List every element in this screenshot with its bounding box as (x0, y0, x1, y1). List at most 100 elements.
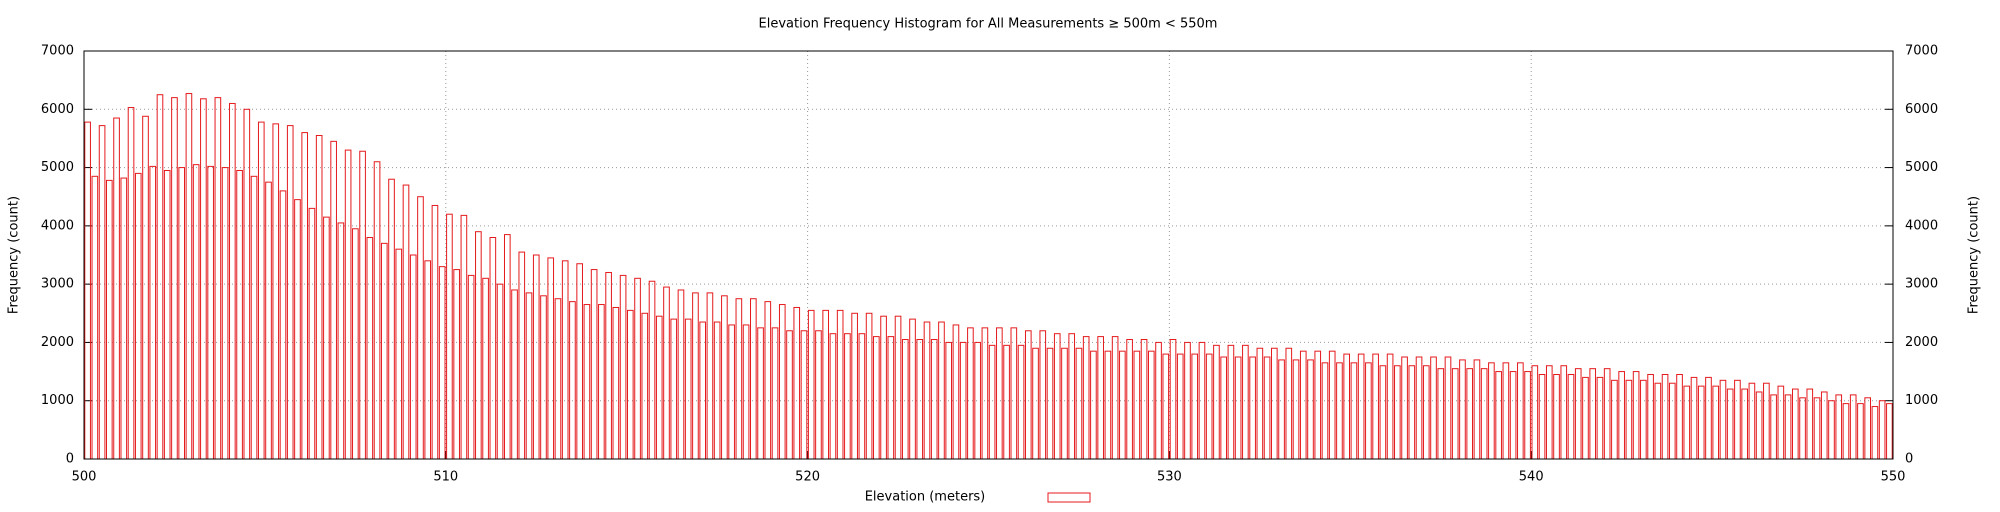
bar (1408, 365, 1416, 460)
bar (800, 330, 808, 460)
bar (1328, 350, 1336, 460)
y2-tick-label: 1000 (1905, 393, 1938, 408)
bar (901, 339, 909, 460)
x-tick-label: 500 (72, 470, 97, 485)
bar (815, 330, 822, 460)
bar (315, 135, 323, 460)
x-tick-label: 510 (433, 470, 458, 485)
bar (84, 121, 91, 460)
bar (1517, 362, 1524, 460)
bar (1857, 403, 1864, 460)
bar (583, 304, 591, 460)
bar (1538, 373, 1546, 460)
bar (1770, 394, 1777, 460)
bar (1799, 397, 1806, 460)
x-axis-label: Elevation (meters) (865, 490, 986, 505)
bar (1835, 394, 1843, 460)
bar (1524, 371, 1531, 460)
bar (286, 125, 294, 460)
bar (807, 309, 815, 460)
bar (540, 295, 547, 460)
y2-tick-label: 0 (1905, 452, 1913, 467)
bar (641, 312, 649, 460)
y-tick-label: 1000 (41, 393, 74, 408)
bar (1697, 385, 1705, 460)
bar (771, 327, 779, 460)
bar (1553, 373, 1560, 460)
x-tick-label: 550 (1881, 470, 1906, 485)
bar (1777, 385, 1785, 460)
bar (1791, 388, 1799, 460)
bar (967, 327, 974, 460)
bar (793, 306, 801, 460)
bar (1741, 388, 1748, 460)
bar (612, 306, 620, 460)
bar (1668, 382, 1676, 460)
bar (1451, 368, 1459, 460)
bar (865, 312, 873, 460)
bar (1545, 365, 1553, 460)
bar (1582, 376, 1589, 460)
y-tick-label: 7000 (41, 44, 74, 59)
bar (1061, 347, 1068, 460)
bar (359, 150, 366, 460)
bar (648, 280, 656, 460)
bar (1676, 373, 1683, 460)
bar (1220, 356, 1227, 460)
bar (996, 327, 1003, 460)
bar (692, 292, 699, 460)
bar (330, 140, 337, 460)
bar (1394, 365, 1401, 460)
bar (1509, 371, 1517, 460)
bar (1763, 382, 1770, 460)
bar (721, 295, 728, 460)
y2-tick-label: 7000 (1905, 44, 1938, 59)
bar (156, 94, 164, 460)
bar (467, 274, 475, 460)
bar (344, 149, 352, 460)
bar (352, 228, 359, 460)
bar (742, 324, 750, 460)
bar (887, 336, 895, 460)
bar (858, 333, 866, 460)
bar (1849, 394, 1857, 460)
plot-frame (83, 50, 1894, 460)
bar (836, 309, 844, 460)
bar (1003, 344, 1010, 460)
bar (1661, 373, 1669, 460)
bar (250, 175, 258, 460)
bar (1314, 350, 1322, 460)
bar (1191, 353, 1199, 460)
y2-axis-label: Frequency (count) (1967, 196, 1982, 314)
bar (1278, 359, 1285, 460)
bar (663, 286, 670, 460)
bar (1813, 397, 1821, 460)
bar (503, 234, 511, 460)
bar (1618, 371, 1625, 460)
bar (1350, 362, 1358, 460)
bar (395, 248, 403, 460)
bar (337, 222, 345, 460)
y-tick-label: 0 (66, 452, 74, 467)
bar (1495, 371, 1502, 460)
bar (236, 169, 243, 460)
bar (366, 237, 374, 460)
bar (684, 318, 692, 460)
bar (851, 312, 858, 460)
bar (373, 161, 381, 460)
bar (1162, 353, 1170, 460)
bar (1169, 339, 1177, 460)
bar (1466, 368, 1474, 460)
bar (1285, 347, 1293, 460)
bar (959, 341, 967, 460)
bar (1213, 344, 1220, 460)
bar (1640, 379, 1647, 460)
bar (525, 292, 533, 460)
bar (1263, 356, 1271, 460)
bar (279, 190, 287, 460)
bar (1560, 365, 1568, 460)
bar (1820, 391, 1828, 460)
bar (1871, 406, 1879, 460)
bar (1755, 391, 1763, 460)
